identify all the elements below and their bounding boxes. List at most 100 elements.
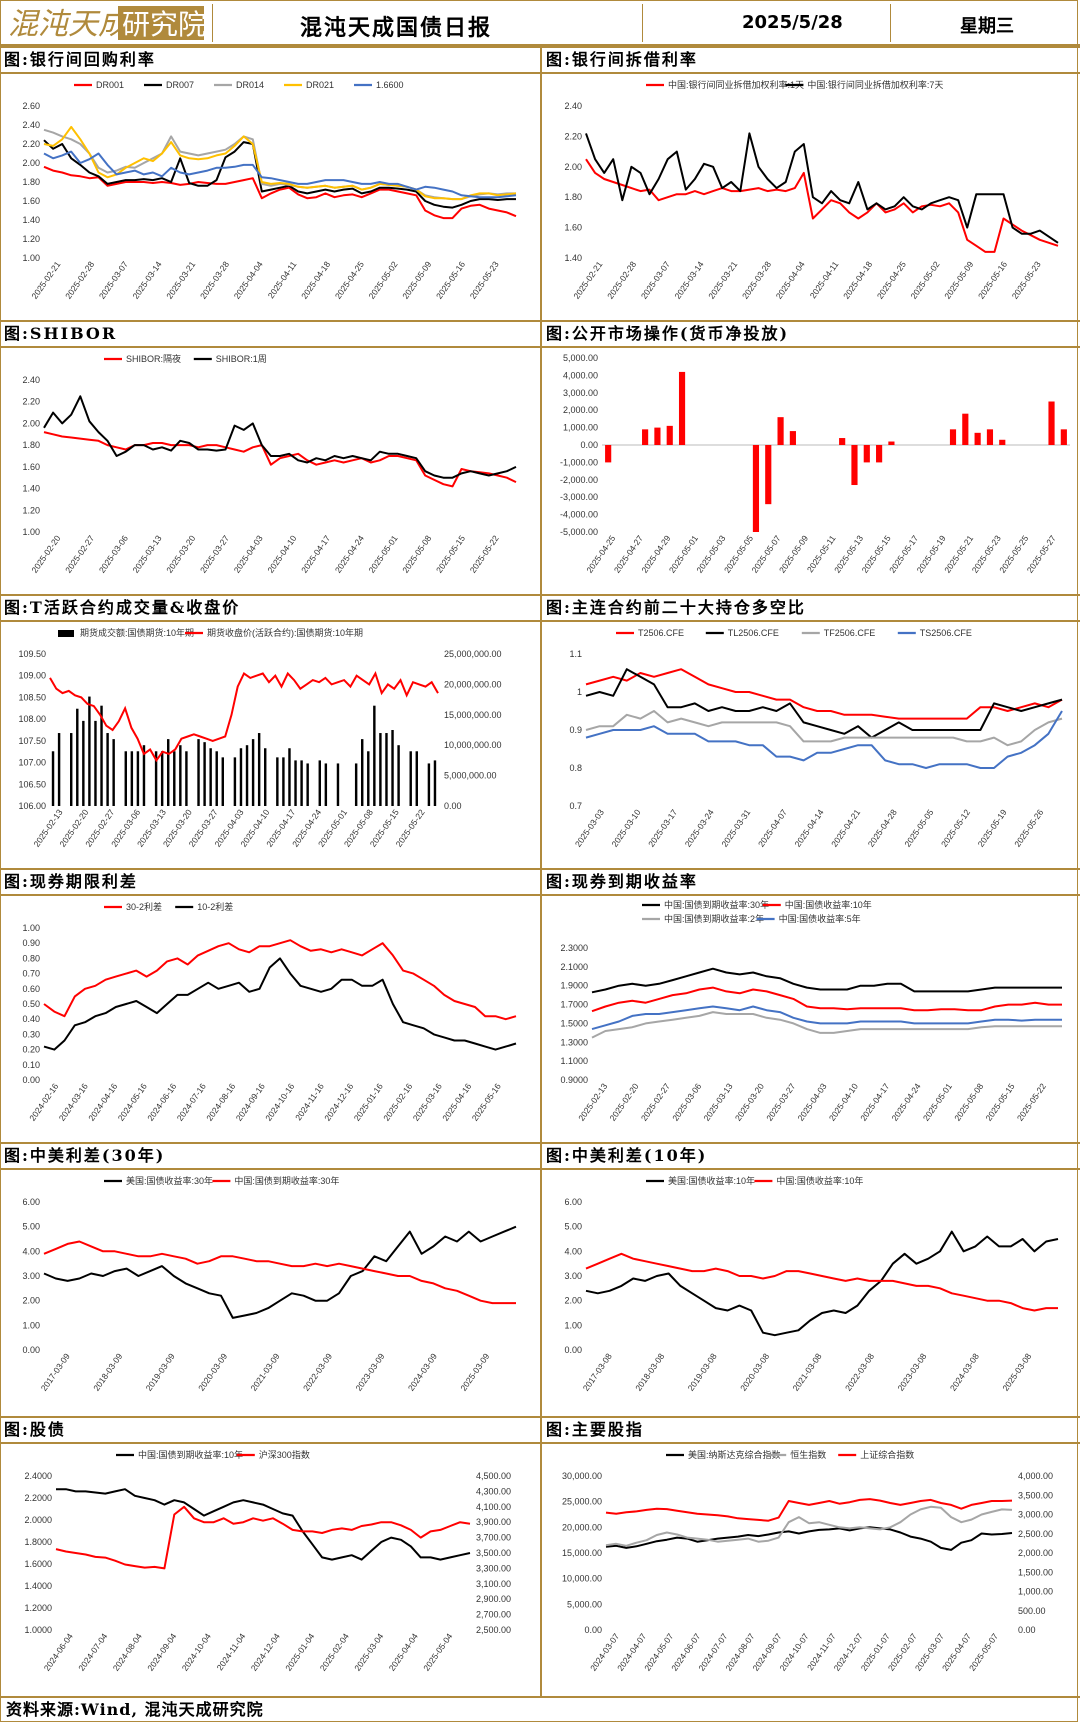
y-tick-label: 0.90 [22,938,40,948]
x-tick-label: 2023-03-09 [353,1351,386,1393]
chart-svg: 2.40 2.20 2.00 1.80 1.60 1.40 中国:银行间同业拆借加权利率:1… [564,79,1059,301]
x-tick-label: 2025-05-23 [468,259,501,301]
series-line [43,1225,517,1319]
x-tick-label: 2025-05-01 [921,1081,954,1123]
x-tick-label: 2020-03-09 [196,1351,229,1393]
y-tick-label: 1.1 [569,649,582,659]
x-tick-label: 2019-03-08 [686,1351,719,1393]
y-tick-label: 4,500.00 [476,1471,511,1481]
x-tick-label: 2020-03-08 [738,1351,771,1393]
y-tick-label: 2.40 [564,101,582,111]
x-tick-label: 2018-03-08 [633,1351,666,1393]
y-tick-label: 10,000.00 [562,1574,602,1584]
y-tick-label: 2,700.00 [476,1610,511,1620]
x-tick-label: 2024-07-16 [175,1081,208,1123]
x-tick-label: 2025-04-11 [266,259,299,300]
volume-bar [427,763,431,806]
chart-panel: 图:现券期限利差 1.00 0.90 0.80 0.70 0.60 0.50 0.40 0.30… [0,868,540,1142]
logo-icon: 混沌天成 研究院 [8,6,206,41]
legend-label: 中国:国债收益率:10年 [785,899,872,910]
x-tick-label: 2025-05-16 [976,259,1009,301]
x-tick-label: 2018-03-09 [91,1351,124,1393]
y-tick-label: 2.00 [22,158,40,168]
volume-bar [94,720,97,806]
legend-label: SHIBOR:1周 [216,354,267,364]
volume-bar [154,751,158,806]
x-tick-label: 2025-04-24 [890,1081,923,1123]
y-tick-label: 3,000.00 [1018,1510,1053,1520]
chart-svg: 1.1 1 0.9 0.8 0.7 T2506.CFE TL2506.CFE TF2506.C… [569,628,1063,849]
panel-title: 图:主要股指 [542,1416,1080,1444]
x-tick-label: 2025-05-23 [1010,259,1043,301]
series-line [43,957,517,1051]
y-tick-label: 0.00 [564,1345,582,1355]
x-tick-label: 2025-02-21 [571,259,604,301]
y-tick-label: 0.80 [22,953,40,963]
volume-bar [70,733,73,806]
panel-title: 图:公开市场操作(货币净投放) [542,320,1080,348]
x-tick-label: 2024-05-16 [116,1081,149,1123]
y-tick-label: 1.20 [22,505,40,515]
legend-label: 30-2利差 [126,901,162,912]
legend-label: DR021 [306,80,334,90]
volume-bar [215,751,218,806]
omo-bar [642,429,649,445]
x-tick-label: 2024-11-04 [215,1631,248,1672]
series-line [43,150,517,199]
x-tick-label: 2021-03-08 [791,1351,824,1393]
volume-bar [233,757,237,806]
volume-bar [76,708,79,806]
y-tick-label: 1,000.00 [563,423,598,433]
y-tick-label: 4.00 [564,1246,582,1256]
x-tick-label: 2025-03-20 [733,1081,766,1123]
y-tick-label: 1.40 [22,484,40,494]
omo-bar [986,429,994,445]
chart-panel: 图:中美利差(10年) 6.00 5.00 4.00 3.00 2.00 1.00 0.00 美… [542,1142,1080,1416]
x-tick-label: 2025-04-16 [440,1081,473,1123]
volume-bar [239,748,243,806]
x-tick-label: 2025-04-03 [232,533,265,575]
volume-bar [124,751,127,806]
volume-bar [294,760,297,806]
chart-panel: 图:股债 2.4000 2.2000 2.0000 1.8000 1.6000 1.4000… [0,1416,540,1696]
y-tick-label: 2.2000 [24,1493,52,1503]
x-tick-label: 2025-01-04 [283,1631,316,1673]
volume-bar [276,757,279,806]
chart-svg: 6.00 5.00 4.00 3.00 2.00 1.00 0.00 美国:国债收益率:10年… [564,1175,1059,1393]
y-tick-label: 0.00 [444,801,462,811]
x-tick-label: 2025-03-20 [164,533,197,575]
volume-bar [251,739,255,806]
y-tick-label: 6.00 [564,1197,582,1207]
x-tick-label: 2024-08-16 [204,1081,237,1123]
legend-label: 中国:国债到期收益率:30年 [234,1175,339,1186]
x-tick-label: 2025-05-15 [434,533,467,575]
y-tick-label: 4,000.00 [563,370,598,380]
y-tick-label: 0.10 [22,1060,40,1070]
x-tick-label: 2025-05-09 [400,259,433,301]
series-line [605,1526,1013,1551]
volume-bar [167,739,170,806]
x-tick-label: 2025-02-27 [639,1081,672,1123]
volume-bar [185,751,188,806]
y-tick-label: 3,100.00 [476,1579,511,1589]
volume-bar [264,748,267,806]
x-tick-label: 2024-11-16 [293,1081,326,1122]
y-tick-label: 2.4000 [24,1471,52,1481]
column-divider [540,46,542,1696]
y-tick-label: 6.00 [22,1197,40,1207]
y-tick-label: 106.50 [18,779,46,789]
y-tick-label: 4,100.00 [476,1502,511,1512]
y-tick-label: 1.80 [22,440,40,450]
y-tick-label: 15,000,000.00 [444,710,502,720]
x-tick-label: 2025-04-10 [827,1081,860,1123]
x-tick-label: 2025-05-09 [942,259,975,301]
series-line [43,395,517,479]
y-tick-label: 0.00 [22,1345,40,1355]
volume-bar [354,763,358,806]
x-tick-label: 2025-05-01 [367,533,400,575]
y-tick-label: 2.60 [22,101,40,111]
y-tick-label: 1,000.00 [1018,1587,1053,1597]
y-tick-label: 3,900.00 [476,1517,511,1527]
legend-label: 沪深300指数 [259,1449,310,1460]
x-tick-label: 2025-05-04 [421,1631,454,1673]
